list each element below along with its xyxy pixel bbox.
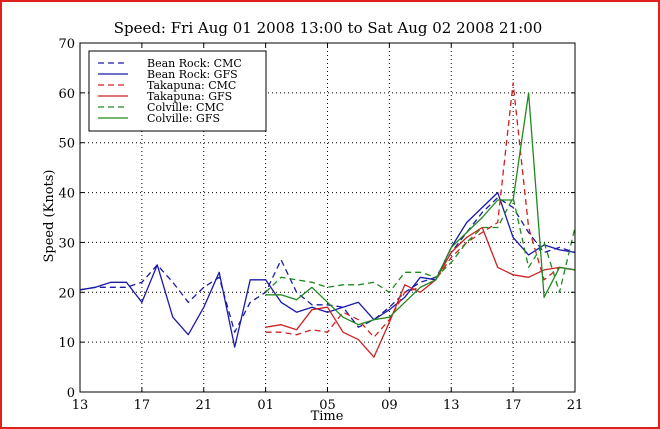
legend-label: Colville: GFS [147, 112, 220, 125]
legend-label: Takapuna: GFS [147, 90, 232, 103]
y-tick-label: 20 [58, 286, 75, 301]
series-line-colville-gfs [265, 92, 576, 326]
x-tick-label: 21 [567, 398, 584, 413]
x-tick-label: 13 [72, 398, 89, 413]
series-layer [79, 82, 576, 358]
y-tick-label: 60 [58, 87, 75, 102]
series-line-takapuna-gfs [265, 226, 576, 358]
x-tick-label: 17 [505, 398, 522, 413]
series-line-bean-rock-gfs [79, 191, 576, 348]
legend-label: Bean Rock: GFS [147, 68, 238, 81]
x-tick-label: 13 [443, 398, 460, 413]
grid-lines [80, 43, 575, 392]
series-line-takapuna-cmc [265, 82, 576, 338]
x-axis-label: Time [311, 409, 344, 424]
series-line-bean-rock-cmc [79, 196, 576, 333]
axis-ticks: 13 17 21 01 05 09 13 17 21 0 10 20 30 40 50 60 70 [58, 37, 583, 413]
x-tick-label: 21 [195, 398, 212, 413]
y-axis-label: Speed (Knots) [42, 169, 57, 262]
series-line-colville-cmc [265, 196, 576, 293]
legend-label: Bean Rock: CMC [147, 57, 242, 70]
x-tick-label: 05 [319, 398, 336, 413]
legend-label: Takapuna: CMC [147, 79, 236, 92]
y-tick-label: 30 [58, 236, 75, 251]
y-tick-label: 70 [58, 37, 75, 52]
legend-label: Colville: CMC [147, 101, 224, 114]
y-tick-label: 40 [58, 187, 75, 202]
x-tick-label: 01 [257, 398, 274, 413]
x-tick-label: 17 [134, 398, 151, 413]
y-tick-label: 50 [58, 137, 75, 152]
y-tick-label: 10 [58, 336, 75, 351]
chart-title: Speed: Fri Aug 01 2008 13:00 to Sat Aug … [114, 19, 543, 37]
y-tick-label: 0 [67, 386, 75, 401]
x-tick-label: 09 [381, 398, 398, 413]
